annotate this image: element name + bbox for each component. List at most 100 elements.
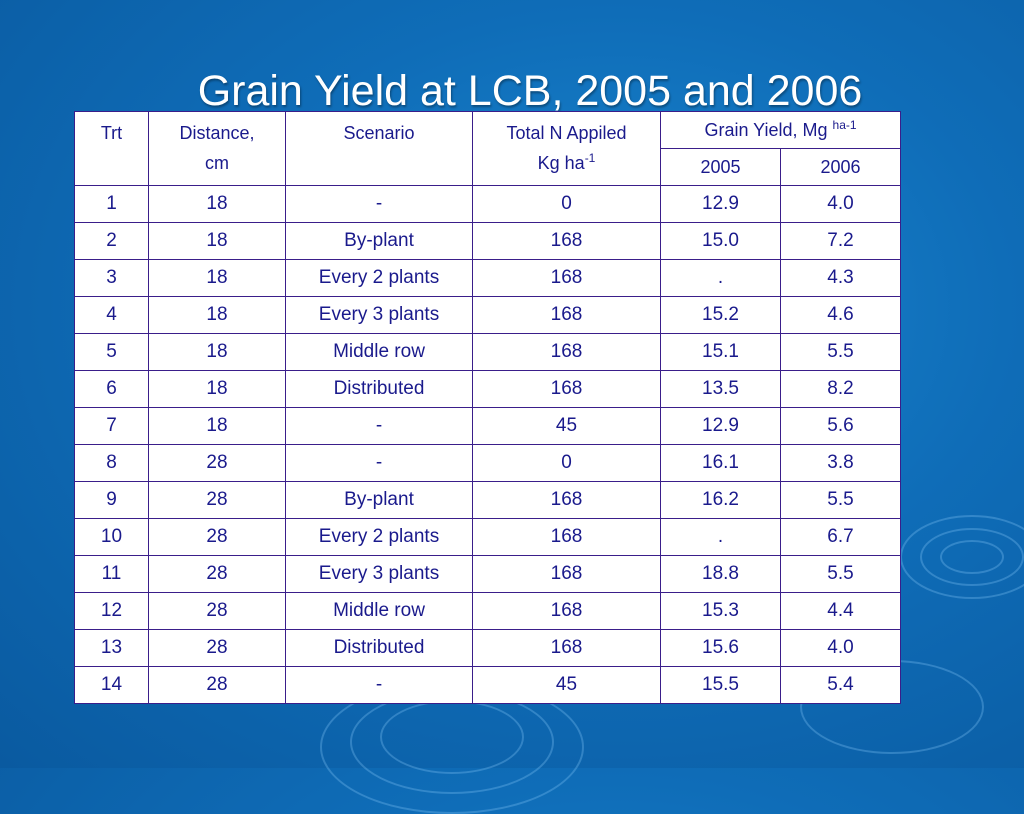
header-trt: Trt (74, 111, 149, 186)
cell-scenario: - (285, 444, 473, 482)
cell-trt: 4 (74, 296, 149, 334)
cell-n: 45 (472, 666, 661, 704)
cell-y2005: 15.2 (660, 296, 781, 334)
table-row: 8 28-0 16.1 3.8 (74, 444, 901, 482)
cell-trt: 3 (74, 259, 149, 297)
cell-trt: 11 (74, 555, 149, 593)
cell-n: 168 (472, 481, 661, 519)
cell-y2006: 4.4 (780, 592, 901, 630)
table-row: 9 28 By-plant 168 16.2 5.5 (74, 481, 901, 519)
header-row: Trt Distance, cm Scenario Total N Appile… (74, 111, 901, 186)
cell-n: 168 (472, 555, 661, 593)
cell-trt: 10 (74, 518, 149, 556)
cell-y2005: . (660, 518, 781, 556)
cell-trt: 14 (74, 666, 149, 704)
table-row: 14 28-45 15.5 5.4 (74, 666, 901, 704)
cell-y2006: 4.3 (780, 259, 901, 297)
cell-trt: 2 (74, 222, 149, 260)
cell-y2005: 16.1 (660, 444, 781, 482)
cell-scenario: By-plant (285, 481, 473, 519)
cell-distance: 18 (148, 296, 286, 334)
cell-n: 168 (472, 259, 661, 297)
cell-distance: 18 (148, 407, 286, 445)
cell-y2005: 15.0 (660, 222, 781, 260)
cell-scenario: Every 2 plants (285, 259, 473, 297)
cell-distance: 18 (148, 333, 286, 371)
header-total-n-line2: Kg ha (537, 153, 585, 173)
table-row: 5 18 Middle row 168 15.1 5.5 (74, 333, 901, 371)
cell-y2005: 15.3 (660, 592, 781, 630)
cell-distance: 18 (148, 185, 286, 223)
yield-table: Trt Distance, cm Scenario Total N Appile… (74, 111, 901, 704)
table-row: 12 28 Middle row 168 15.3 4.4 (74, 592, 901, 630)
cell-y2005: 13.5 (660, 370, 781, 408)
table-row: 2 18 By-plant 168 15.0 7.2 (74, 222, 901, 260)
table-row: 1 18-0 12.9 4.0 (74, 185, 901, 223)
cell-y2006: 5.4 (780, 666, 901, 704)
cell-trt: 6 (74, 370, 149, 408)
header-grain-yield-label: Grain Yield, Mg (704, 119, 833, 140)
yield-table-container: Trt Distance, cm Scenario Total N Appile… (74, 111, 901, 704)
header-total-n-line1: Total N Appiled (506, 123, 627, 143)
cell-distance: 28 (148, 518, 286, 556)
header-total-n: Total N Appiled Kg ha-1 (472, 111, 661, 186)
cell-y2005: 18.8 (660, 555, 781, 593)
cell-y2006: 4.0 (780, 185, 901, 223)
subheader-row: 2005 2006 (75, 148, 901, 186)
cell-scenario: Distributed (285, 629, 473, 667)
cell-n: 0 (472, 185, 661, 223)
cell-y2006: 5.5 (780, 481, 901, 519)
cell-n: 168 (472, 333, 661, 371)
table-row: 10 28 Every 2 plants 168. 6.7 (74, 518, 901, 556)
cell-scenario: Every 3 plants (285, 555, 473, 593)
header-grain-yield-sup: ha-1 (832, 117, 857, 132)
cell-y2006: 4.0 (780, 629, 901, 667)
table-row: 4 18 Every 3 plants 168 15.2 4.6 (74, 296, 901, 334)
cell-distance: 18 (148, 222, 286, 260)
cell-n: 0 (472, 444, 661, 482)
cell-distance: 18 (148, 370, 286, 408)
cell-y2006: 4.6 (780, 296, 901, 334)
cell-n: 168 (472, 222, 661, 260)
cell-scenario: - (285, 185, 473, 223)
cell-y2005: 15.5 (660, 666, 781, 704)
cell-y2006: 5.5 (780, 333, 901, 371)
cell-y2005: 16.2 (660, 481, 781, 519)
header-grain-yield: Grain Yield, Mg ha-1 (660, 111, 901, 149)
table-body: 1 18-0 12.9 4.0 2 18 By-plant 168 15.0 7.2 3 18 Ever… (74, 185, 901, 704)
cell-n: 168 (472, 296, 661, 334)
cell-y2005: 12.9 (660, 407, 781, 445)
cell-n: 168 (472, 629, 661, 667)
header-2005: 2005 (660, 148, 781, 186)
cell-distance: 18 (148, 259, 286, 297)
cell-n: 168 (472, 518, 661, 556)
table-row: 7 18-45 12.9 5.6 (74, 407, 901, 445)
cell-trt: 12 (74, 592, 149, 630)
cell-trt: 5 (74, 333, 149, 371)
header-total-n-sup: -1 (584, 151, 596, 165)
cell-n: 168 (472, 370, 661, 408)
cell-scenario: Middle row (285, 333, 473, 371)
cell-scenario: - (285, 407, 473, 445)
cell-y2006: 3.8 (780, 444, 901, 482)
cell-trt: 13 (74, 629, 149, 667)
cell-y2005: . (660, 259, 781, 297)
table-row: 11 28 Every 3 plants 168 18.8 5.5 (74, 555, 901, 593)
cell-distance: 28 (148, 481, 286, 519)
cell-n: 168 (472, 592, 661, 630)
slide-title: Grain Yield at LCB, 2005 and 2006 (197, 66, 863, 115)
cell-y2006: 7.2 (780, 222, 901, 260)
cell-y2005: 15.1 (660, 333, 781, 371)
cell-trt: 8 (74, 444, 149, 482)
cell-y2005: 12.9 (660, 185, 781, 223)
header-scenario: Scenario (285, 111, 473, 186)
table-row: 6 18 Distributed 168 13.5 8.2 (74, 370, 901, 408)
cell-scenario: By-plant (285, 222, 473, 260)
table-row: 13 28 Distributed 168 15.6 4.0 (74, 629, 901, 667)
cell-y2005: 15.6 (660, 629, 781, 667)
cell-distance: 28 (148, 592, 286, 630)
cell-scenario: - (285, 666, 473, 704)
header-distance-line2: cm (205, 153, 229, 173)
cell-y2006: 5.6 (780, 407, 901, 445)
cell-distance: 28 (148, 555, 286, 593)
